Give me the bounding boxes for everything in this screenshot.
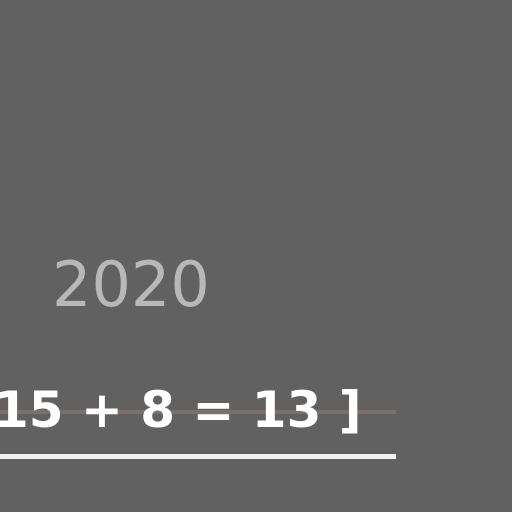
equation-text: 15 + 8 = 13 ] — [0, 381, 362, 439]
strike-line — [0, 410, 396, 414]
year-label: 2020 — [52, 248, 210, 321]
answer-underline — [0, 454, 396, 459]
